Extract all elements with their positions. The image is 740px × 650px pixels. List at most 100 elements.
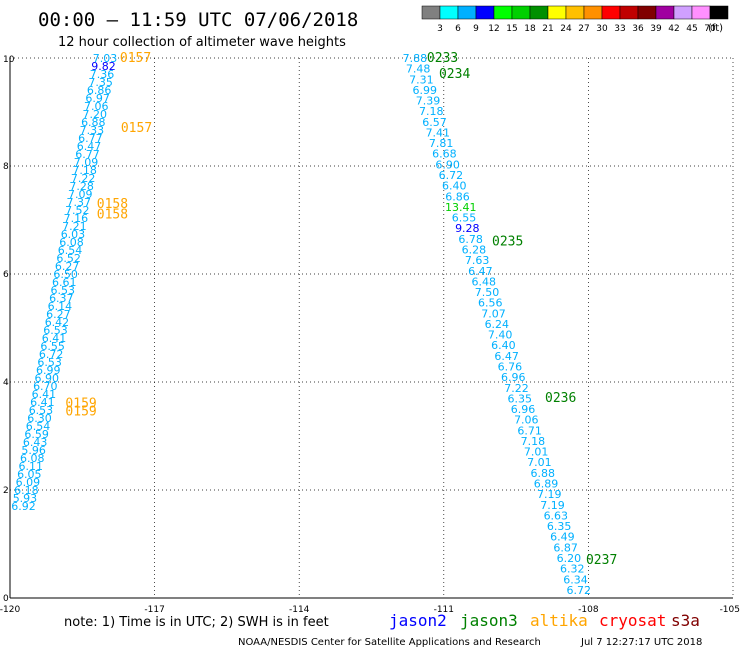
wave-height-label: 7.37 (67, 196, 92, 209)
wave-height-label: 7.19 (540, 499, 565, 512)
colorbar-tick-label: 18 (524, 24, 536, 34)
y-tick-label: 0 (3, 594, 9, 604)
x-tick-label: -117 (144, 605, 164, 615)
wave-height-label: 7.03 (93, 52, 118, 65)
y-tick-label: 6 (3, 270, 9, 280)
wave-height-label: 6.24 (485, 318, 510, 331)
time-label: 0157 (121, 121, 152, 136)
wave-height-label: 7.21 (62, 220, 87, 233)
wave-height-label: 6.53 (29, 404, 54, 417)
legend-jason3: jason3 (460, 611, 518, 630)
wave-height-label: 6.47 (77, 140, 102, 153)
wave-height-label: 7.20 (83, 108, 108, 121)
wave-height-label: 6.88 (81, 116, 106, 129)
wave-height-label: 7.06 (514, 414, 539, 427)
wave-height-label: 7.33 (80, 124, 105, 137)
wave-height-label: 6.99 (412, 84, 437, 97)
colorbar-swatch (511, 5, 531, 20)
wave-height-label: 6.43 (23, 436, 48, 449)
colorbar-swatch (475, 5, 495, 20)
wave-height-label: 9.28 (455, 222, 480, 235)
wave-height-label: 6.49 (550, 531, 575, 544)
y-tick-label: 8 (3, 162, 9, 172)
wave-height-label: 7.22 (504, 382, 529, 395)
colorbar-swatch (709, 5, 729, 20)
wave-height-label: 6.86 (87, 84, 112, 97)
wave-height-label: 6.41 (32, 388, 57, 401)
colorbar-swatch (673, 5, 693, 20)
colorbar-swatch (529, 5, 549, 20)
wave-height-label: 6.90 (35, 372, 60, 385)
wave-height-label: 7.39 (416, 95, 441, 108)
footer-credit: NOAA/NESDIS Center for Satellite Applica… (238, 637, 541, 648)
time-label: 0158 (97, 197, 128, 212)
wave-height-label: 6.59 (24, 428, 49, 441)
wave-height-label: 6.77 (78, 132, 103, 145)
colorbar-tick-label: 45 (686, 24, 697, 34)
wave-height-label: 7.36 (90, 68, 115, 81)
wave-height-label: 7.18 (419, 105, 444, 118)
wave-height-label: 6.77 (75, 148, 100, 161)
wave-height-label: 6.30 (27, 412, 52, 425)
wave-height-label: 6.40 (442, 180, 467, 193)
wave-height-label: 6.05 (17, 468, 42, 481)
colorbar-tick-label: 21 (542, 24, 553, 34)
legend-s3a: s3a (671, 611, 700, 630)
colorbar-tick-label: 39 (650, 24, 662, 34)
wave-height-label: 6.40 (491, 339, 516, 352)
colorbar-tick-label: 24 (560, 24, 572, 34)
colorbar-tick-label: 15 (506, 24, 517, 34)
wave-height-label: 6.09 (16, 476, 41, 489)
colorbar-swatch (619, 5, 639, 20)
wave-height-label: 6.89 (534, 478, 559, 491)
wave-height-label: 6.55 (452, 212, 477, 225)
colorbar-swatch (583, 5, 603, 20)
wave-height-label: 7.35 (88, 76, 113, 89)
wave-height-label: 6.87 (553, 541, 578, 554)
wave-height-label: 6.34 (563, 573, 588, 586)
wave-height-label: 7.22 (71, 172, 96, 185)
colorbar-tick-label: 3 (437, 24, 443, 34)
wave-height-label: 6.27 (55, 260, 80, 273)
colorbar-swatch (601, 5, 621, 20)
wave-height-label: 6.96 (501, 371, 526, 384)
legend-altika: altika (530, 611, 588, 630)
wave-height-label: 6.99 (36, 364, 61, 377)
time-label: 0159 (65, 405, 96, 420)
plot-grid (9, 57, 734, 599)
wave-height-label: 7.28 (69, 180, 94, 193)
wave-height-label: 6.86 (445, 190, 470, 203)
wave-height-label: 6.92 (11, 500, 36, 513)
time-label: 0234 (439, 67, 470, 82)
wave-height-label: 7.88 (403, 52, 428, 65)
wave-height-label: 7.81 (429, 137, 454, 150)
wave-height-label: 6.53 (37, 356, 62, 369)
colorbar-swatch (691, 5, 711, 20)
wave-height-label: 6.35 (508, 392, 533, 405)
footer-timestamp: Jul 7 12:27:17 UTC 2018 (580, 637, 702, 648)
colorbar-tick-label: 70 (704, 24, 716, 34)
wave-height-label: 6.03 (61, 228, 86, 241)
x-tick-label: -114 (289, 605, 310, 615)
time-label: 0159 (65, 397, 96, 412)
legend-jason2: jason2 (389, 611, 447, 630)
time-label: 0158 (97, 208, 128, 223)
wave-height-label: 7.52 (65, 204, 90, 217)
wave-height-label: 6.96 (511, 403, 536, 416)
time-label: 0235 (492, 235, 523, 250)
wave-height-label: 5.93 (13, 492, 38, 505)
wave-height-label: 6.78 (458, 233, 483, 246)
wave-height-label: 6.50 (53, 268, 78, 281)
wave-height-label: 6.68 (432, 148, 457, 161)
colorbar-swatch (655, 5, 675, 20)
wave-height-label: 13.41 (445, 201, 477, 214)
colorbar-swatch (547, 5, 567, 20)
wave-height-label: 9.82 (91, 60, 116, 73)
wave-height-label: 6.14 (48, 300, 73, 313)
wave-height-label: 5.96 (21, 444, 46, 457)
wave-height-label: 6.88 (530, 467, 555, 480)
wave-height-label: 6.53 (51, 284, 76, 297)
wave-height-label: 6.37 (49, 292, 74, 305)
wave-height-label: 6.56 (478, 297, 503, 310)
wave-height-label: 7.09 (68, 188, 93, 201)
